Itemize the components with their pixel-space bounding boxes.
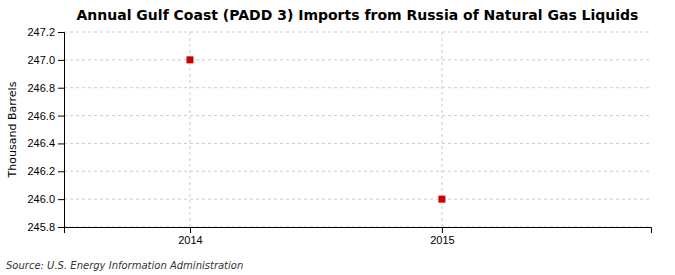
tick-mark	[58, 88, 64, 89]
grid-line	[64, 32, 651, 33]
tick-mark	[442, 227, 443, 233]
tick-label: 246.8	[27, 82, 55, 94]
y-axis: 245.8 246.0 246.2 246.4 246.6 246.8 247.0 247.2	[27, 26, 64, 233]
annotation: Source: U.S. Energy Information Administ…	[6, 260, 243, 271]
points	[186, 56, 445, 202]
axis-line	[58, 33, 65, 228]
point	[438, 196, 445, 203]
tick-mark	[58, 199, 64, 200]
grid-line	[64, 59, 651, 60]
tick: 246.8	[27, 82, 64, 94]
tick: 245.8	[27, 221, 64, 233]
tick-label: 2015	[430, 234, 454, 246]
tick-mark	[58, 143, 64, 144]
grid-line	[64, 115, 651, 116]
tick-mark	[58, 227, 64, 228]
tick-label: 247.2	[27, 26, 55, 38]
tick-mark	[58, 171, 64, 172]
point	[186, 56, 193, 63]
tick: 246.0	[27, 193, 64, 205]
tick-label: 247.0	[27, 54, 55, 66]
tick-mark	[190, 227, 191, 233]
tick-mark	[58, 60, 64, 61]
tick-label: 246.2	[27, 165, 55, 177]
grid-line	[64, 143, 651, 144]
tick-label: 246.0	[27, 193, 55, 205]
x-axis: 2014 2015	[65, 227, 652, 246]
plot: 20142015245.8246.0246.2246.4246.6246.824…	[27, 26, 651, 246]
tick-mark	[58, 116, 64, 117]
tick: 247.2	[27, 26, 64, 38]
tick-label: 246.6	[27, 110, 55, 122]
tick: 247.0	[27, 54, 64, 66]
tick: 2014	[178, 227, 202, 246]
grid	[64, 32, 651, 227]
chart: 20142015245.8246.0246.2246.4246.6246.824…	[0, 0, 675, 275]
tick: 246.4	[27, 137, 64, 149]
grid-line	[64, 171, 651, 172]
tick: 246.6	[27, 110, 64, 122]
tick-label: 245.8	[27, 221, 55, 233]
tick: 246.2	[27, 165, 64, 177]
tick-label: 2014	[178, 234, 202, 246]
y-axis-title: Thousand Barrels	[6, 81, 19, 178]
grid-line	[64, 87, 651, 88]
tick-mark	[58, 32, 64, 33]
tick: 2015	[430, 227, 454, 246]
tick-label: 246.4	[27, 137, 55, 149]
axis-line	[65, 228, 652, 234]
title: Annual Gulf Coast (PADD 3) Imports from …	[77, 7, 639, 23]
grid-line	[64, 199, 651, 200]
